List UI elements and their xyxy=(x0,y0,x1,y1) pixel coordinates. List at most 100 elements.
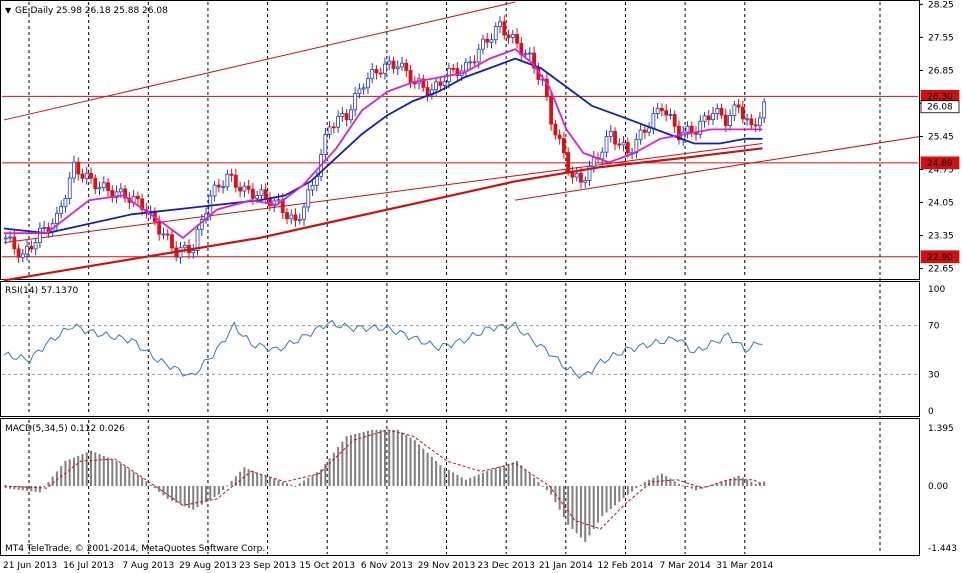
candle-body xyxy=(225,173,230,188)
macd-histogram-bar xyxy=(567,486,570,525)
candle-body xyxy=(16,248,21,258)
x-tick-label: 21 Jan 2014 xyxy=(539,561,593,571)
candle-body xyxy=(758,117,762,127)
x-tick-label: 29 Aug 2013 xyxy=(179,561,237,571)
macd-histogram-bar xyxy=(200,486,203,505)
candle-body xyxy=(336,116,341,128)
candle-body xyxy=(357,88,362,94)
macd-histogram-bar xyxy=(251,470,254,486)
macd-histogram-bar xyxy=(55,471,58,486)
candle-body xyxy=(749,118,754,126)
candle-body xyxy=(238,186,243,192)
candle-body xyxy=(617,143,622,146)
candle-body xyxy=(276,199,281,202)
macd-histogram-bar xyxy=(733,477,736,486)
candle-body xyxy=(29,245,34,250)
candle-body xyxy=(20,253,25,258)
chart-dropdown-icon[interactable]: ▼ xyxy=(5,6,12,15)
macd-histogram-bar xyxy=(545,486,548,491)
macd-histogram-bar xyxy=(366,430,369,486)
macd-histogram-bar xyxy=(622,486,625,499)
macd-histogram-bar xyxy=(34,486,37,492)
candle-body xyxy=(63,198,68,208)
macd-histogram-bar xyxy=(643,481,646,486)
macd-histogram-bar xyxy=(631,486,634,492)
macd-histogram-bar xyxy=(754,483,757,486)
macd-histogram-bar xyxy=(77,455,80,486)
candle-body xyxy=(182,245,187,249)
macd-histogram-bar xyxy=(260,474,263,486)
candle-body xyxy=(101,182,106,189)
macd-histogram-bar xyxy=(209,486,212,500)
macd-histogram-bar xyxy=(614,486,617,506)
macd-histogram-bar xyxy=(682,485,685,487)
macd-histogram-bar xyxy=(371,429,374,486)
macd-histogram-bar xyxy=(128,469,131,486)
rsi-layer xyxy=(2,319,918,379)
candle-body xyxy=(476,48,481,63)
macd-histogram-bar xyxy=(575,486,578,534)
candle-body xyxy=(587,165,592,181)
macd-histogram-bar xyxy=(712,484,715,486)
macd-histogram-bar xyxy=(337,447,340,486)
price-panel-frame xyxy=(0,0,920,280)
candle-body xyxy=(493,26,498,41)
macd-histogram-bar xyxy=(660,473,663,486)
macd-histogram-bar xyxy=(477,474,480,486)
candle-body xyxy=(489,39,494,43)
macd-panel-frame xyxy=(0,418,920,556)
candle-body xyxy=(344,113,349,121)
candle-body xyxy=(621,142,626,146)
candle-body xyxy=(178,247,183,258)
macd-histogram-bar xyxy=(43,486,46,488)
candle-body xyxy=(12,236,17,250)
macd-histogram-bar xyxy=(562,486,565,518)
candle-body xyxy=(515,33,519,44)
macd-histogram-bar xyxy=(571,486,574,529)
macd-histogram-bar xyxy=(524,469,527,486)
candle-body xyxy=(527,52,532,55)
macd-histogram-bar xyxy=(21,486,24,491)
macd-histogram-bar xyxy=(90,450,93,486)
price-box xyxy=(920,100,960,114)
candle-body xyxy=(468,61,473,64)
macd-histogram-bar xyxy=(763,481,766,486)
macd-histogram-bar xyxy=(716,483,719,486)
candle-body xyxy=(216,184,221,188)
macd-histogram-bar xyxy=(528,473,531,486)
candle-body xyxy=(613,130,617,145)
candle-body xyxy=(366,78,370,89)
macd-histogram-bar xyxy=(469,478,472,486)
x-tick-label: 31 Mar 2014 xyxy=(716,561,773,571)
x-tick-label: 23 Sep 2013 xyxy=(239,561,296,571)
candle-body xyxy=(67,177,72,199)
candle-body xyxy=(302,206,306,220)
macd-histogram-bar xyxy=(690,486,693,489)
macd-histogram-bar xyxy=(405,435,408,486)
candle-body xyxy=(157,221,162,235)
symbol-title: GE,Daily 25.98 26.18 25.88 26.08 xyxy=(15,6,168,16)
candle-body xyxy=(331,126,336,129)
macd-histogram-bar xyxy=(677,483,680,486)
candle-body xyxy=(655,107,660,114)
macd-histogram-bar xyxy=(192,486,195,510)
candle-body xyxy=(395,66,400,69)
macd-histogram-bar xyxy=(26,486,29,491)
macd-histogram-bar xyxy=(605,486,608,513)
macd-histogram-bar xyxy=(94,452,97,486)
macd-histogram-bar xyxy=(516,461,519,486)
candle-body xyxy=(532,52,536,69)
candle-body xyxy=(660,107,664,112)
candle-body xyxy=(84,172,89,179)
candle-body xyxy=(745,118,750,121)
candle-body xyxy=(391,60,396,69)
macd-signal-line xyxy=(3,429,763,530)
macd-histogram-bar xyxy=(694,486,697,491)
macd-histogram-bar xyxy=(422,448,425,486)
candle-body xyxy=(557,134,562,139)
macd-histogram-bar xyxy=(285,483,288,486)
macd-histogram-bar xyxy=(273,479,276,486)
macd-histogram-bar xyxy=(311,474,314,486)
candle-body xyxy=(425,87,430,96)
macd-histogram-bar xyxy=(51,476,54,486)
